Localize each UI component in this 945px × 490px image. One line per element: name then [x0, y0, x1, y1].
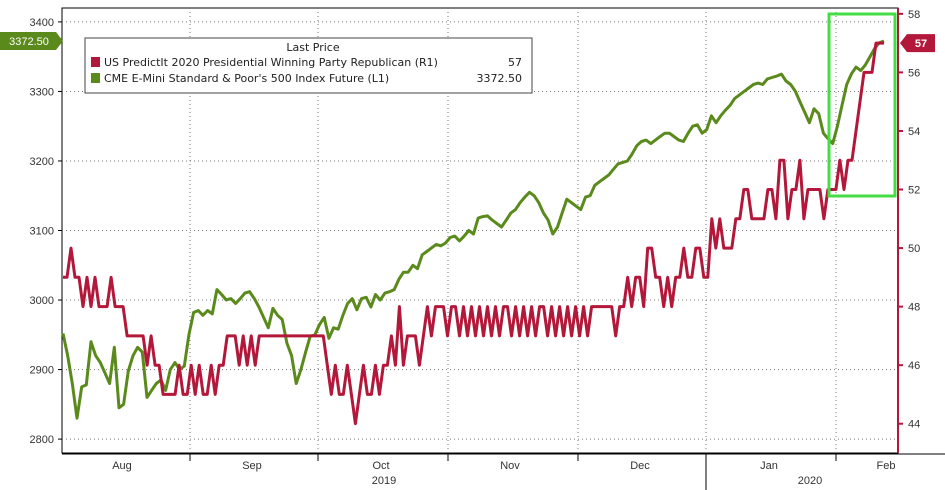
right-tick-label: 52 — [908, 185, 920, 197]
svg-text:3372.50: 3372.50 — [9, 36, 49, 48]
legend-swatch-0 — [91, 57, 100, 67]
highlight-rectangle — [827, 12, 897, 198]
right-tick-label: 44 — [908, 419, 920, 431]
left-tick-label: 2900 — [30, 365, 54, 377]
x-tick-label-nov: Nov — [500, 460, 520, 472]
axes: 2800 2900 3000 3100 3200 3300 3400 44 46 48 50 52 54… — [0, 8, 945, 490]
x-tick-label-aug: Aug — [112, 460, 132, 472]
legend-value-0: 57 — [508, 56, 522, 69]
series-line-predictit-republican — [63, 41, 884, 426]
left-tick-label: 2800 — [30, 434, 54, 446]
right-tick-label: 54 — [908, 126, 920, 138]
left-tick-label: 3400 — [30, 17, 54, 29]
legend-value-1: 3372.50 — [477, 72, 523, 85]
right-tick-label: 58 — [908, 9, 920, 21]
left-tick-label: 3300 — [30, 86, 54, 98]
right-tick-label: 46 — [908, 360, 920, 372]
x-year-label-2019: 2019 — [372, 475, 396, 487]
x-tick-label-jan: Jan — [760, 460, 778, 472]
right-last-value-tag: 57 — [900, 34, 935, 53]
x-tick-label-sep: Sep — [242, 460, 262, 472]
legend-label-1: CME E-Mini Standard & Poor's 500 Index F… — [104, 72, 389, 85]
left-tick-label: 3000 — [30, 295, 54, 307]
svg-text:57: 57 — [915, 38, 927, 50]
left-last-value-tag: 3372.50 — [0, 32, 63, 51]
right-tick-label: 50 — [908, 243, 920, 255]
x-year-label-2020: 2020 — [798, 475, 822, 487]
series-lines — [61, 39, 885, 426]
x-tick-label-oct: Oct — [372, 460, 389, 472]
legend-box — [84, 37, 533, 94]
highlight-box — [827, 12, 897, 198]
left-tick-label: 3100 — [30, 226, 54, 238]
series-line-sp500-future — [61, 39, 885, 420]
x-tick-label-dec: Dec — [630, 460, 650, 472]
legend: Last Price US PredictIt 2020 Presidential… — [84, 37, 533, 94]
right-tick-label: 48 — [908, 302, 920, 314]
right-tick-label: 56 — [908, 67, 920, 79]
legend-title: Last Price — [286, 41, 339, 54]
x-tick-label-feb: Feb — [877, 460, 896, 472]
legend-label-0: US PredictIt 2020 Presidential Winning P… — [104, 56, 438, 69]
left-tick-label: 3200 — [30, 156, 54, 168]
legend-swatch-1 — [91, 73, 100, 83]
